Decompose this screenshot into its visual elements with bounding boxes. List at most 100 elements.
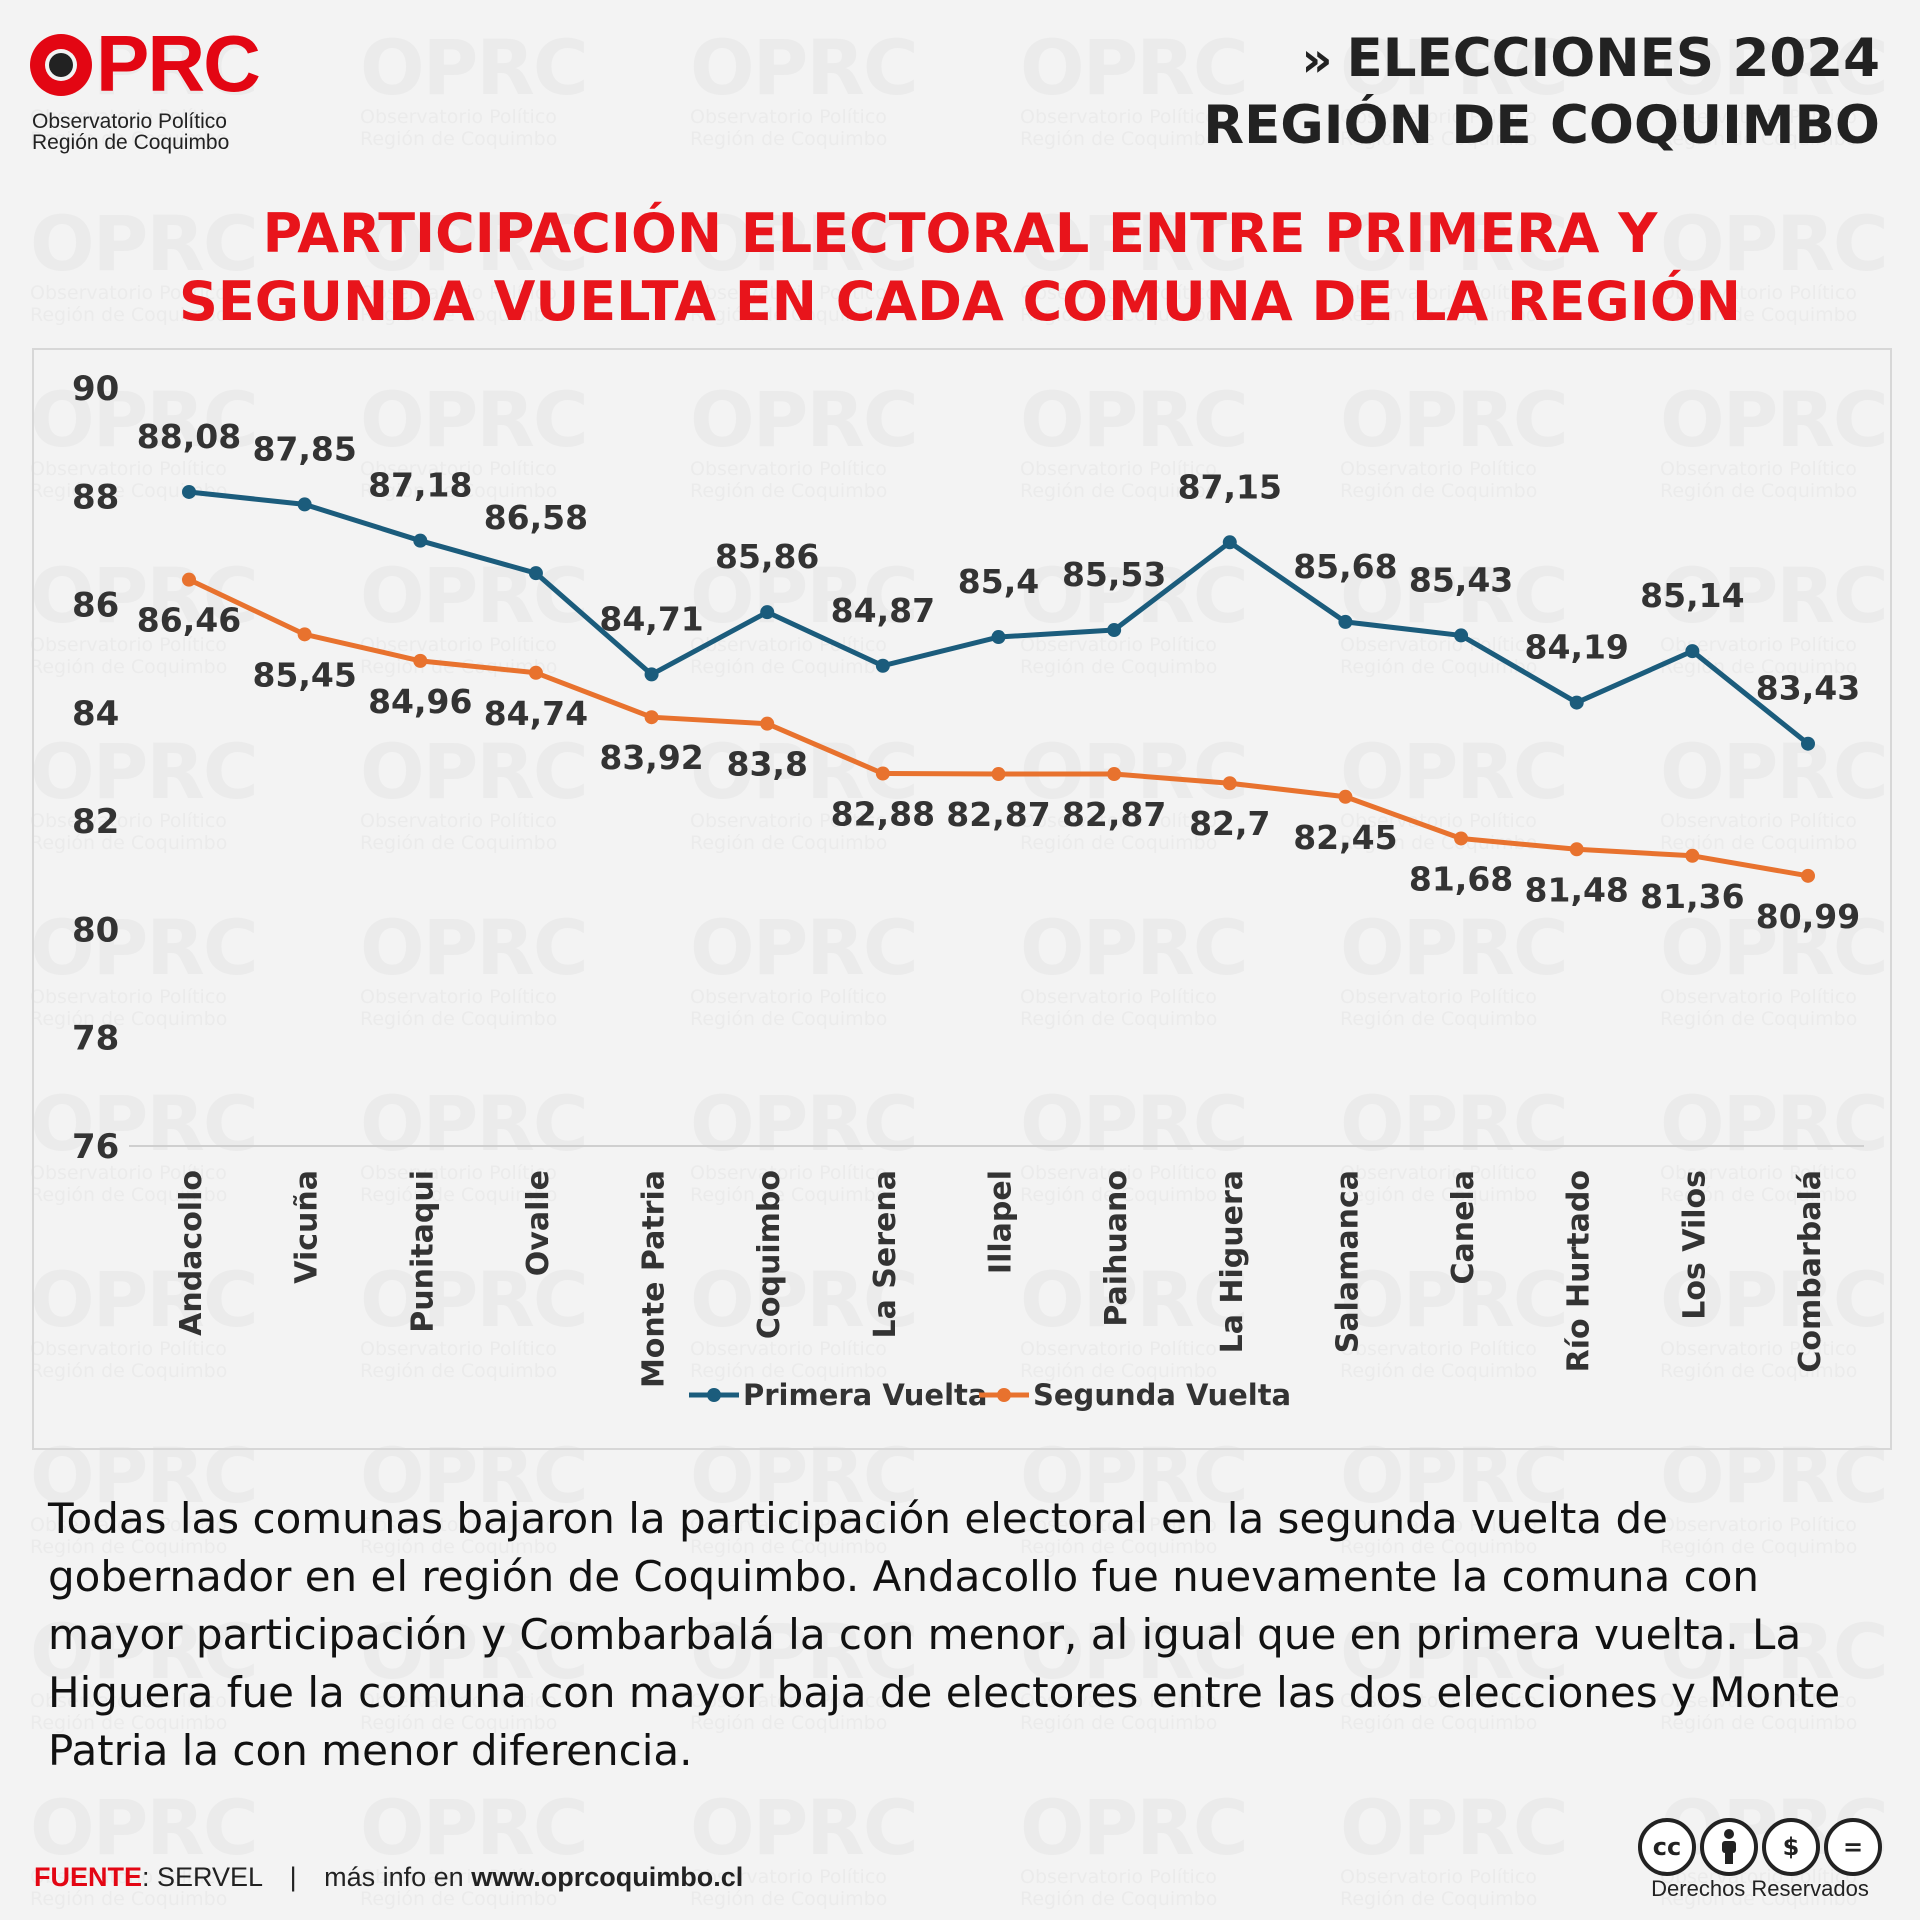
watermark-mark: OPRC	[690, 1607, 919, 1696]
watermark-sub: Región de Coquimbo	[1660, 480, 1858, 502]
data-label: 87,15	[1178, 467, 1282, 506]
watermark-mark: OPRC	[360, 1431, 589, 1520]
watermark-sub: Región de Coquimbo	[1660, 128, 1858, 150]
watermark-sub: Región de Coquimbo	[360, 832, 558, 854]
watermark-mark: OPRC	[1340, 23, 1569, 112]
data-label: 80,99	[1756, 897, 1860, 936]
watermark-sub: Observatorio Político	[690, 986, 887, 1008]
data-point	[1801, 736, 1815, 751]
watermark-mark: OPRC	[690, 551, 919, 640]
data-label: 87,85	[252, 429, 356, 468]
data-point	[991, 767, 1006, 782]
watermark-sub: Observatorio Político	[30, 810, 227, 832]
data-point	[297, 497, 312, 512]
watermark-sub: Región de Coquimbo	[360, 304, 558, 326]
y-tick-label: 82	[72, 802, 119, 842]
data-point	[991, 630, 1006, 645]
watermark-sub: Observatorio Político	[360, 106, 557, 128]
watermark-sub: Observatorio Político	[1660, 634, 1857, 656]
watermark-sub: Observatorio Político	[1020, 1514, 1217, 1536]
watermark-sub: Observatorio Político	[1340, 1514, 1537, 1536]
description-text: Todas las comunas bajaron la participaci…	[48, 1494, 1841, 1775]
watermark-sub: Región de Coquimbo	[30, 832, 228, 854]
watermark-sub: Región de Coquimbo	[30, 1008, 228, 1030]
watermark-sub: Observatorio Político	[1660, 282, 1857, 304]
watermark-sub: Región de Coquimbo	[1340, 1008, 1538, 1030]
oprc-logo: PRC Observatorio Político Región de Coqu…	[30, 24, 290, 160]
watermark-sub: Región de Coquimbo	[1660, 1008, 1858, 1030]
watermark-mark: OPRC	[360, 1079, 589, 1168]
data-point	[528, 665, 543, 680]
watermark-sub: Observatorio Político	[360, 1866, 557, 1888]
watermark-mark: OPRC	[1020, 903, 1249, 992]
watermark-sub: Observatorio Político	[360, 458, 557, 480]
by-icon	[1700, 1818, 1758, 1876]
watermark-sub: Observatorio Político	[1020, 458, 1217, 480]
data-point	[1107, 623, 1122, 638]
watermark-mark: OPRC	[1340, 903, 1569, 992]
watermark-mark: OPRC	[30, 1783, 259, 1872]
watermark-sub: Región de Coquimbo	[360, 1184, 558, 1206]
chart-panel: 90 88 86 84 82 80 78 76 Andacollo Vicuña Punitaqui…	[32, 348, 1892, 1450]
header-line2: REGIÓN DE COQUIMBO	[1203, 95, 1880, 156]
watermark-mark: OPRC	[30, 199, 259, 288]
chevron-right-icon: »	[1301, 32, 1333, 88]
watermark-sub: Observatorio Político	[1660, 1866, 1857, 1888]
watermark-mark: OPRC	[1340, 727, 1569, 816]
watermark-sub: Región de Coquimbo	[1340, 656, 1538, 678]
watermark-sub: Observatorio Político	[30, 634, 227, 656]
data-label: 82,7	[1189, 804, 1270, 843]
watermark-mark: OPRC	[30, 375, 259, 464]
watermark-mark: OPRC	[1020, 1783, 1249, 1872]
watermark-sub: Observatorio Político	[690, 1338, 887, 1360]
data-point	[182, 484, 196, 499]
watermark-sub: Región de Coquimbo	[690, 832, 888, 854]
watermark-sub: Región de Coquimbo	[360, 1712, 558, 1734]
watermark-mark: OPRC	[690, 1079, 919, 1168]
cc-license-badges: cc $ =	[1638, 1818, 1882, 1876]
watermark-mark: OPRC	[30, 727, 259, 816]
watermark-mark: OPRC	[30, 1255, 259, 1344]
watermark-sub: Observatorio Político	[360, 1162, 557, 1184]
data-point	[1685, 644, 1700, 659]
watermark-sub: Región de Coquimbo	[30, 1888, 228, 1910]
watermark-sub: Observatorio Político	[360, 282, 557, 304]
watermark-mark: OPRC	[1660, 1431, 1889, 1520]
watermark-mark: OPRC	[360, 1783, 589, 1872]
watermark-sub: Región de Coquimbo	[1340, 128, 1538, 150]
data-point	[644, 710, 659, 725]
watermark-sub: Región de Coquimbo	[1020, 1360, 1218, 1382]
watermark-sub: Región de Coquimbo	[1020, 1008, 1218, 1030]
watermark-sub: Observatorio Político	[1020, 1338, 1217, 1360]
data-label: 82,88	[831, 794, 935, 833]
legend-marker	[707, 1388, 721, 1402]
watermark-mark: OPRC	[1020, 1255, 1249, 1344]
watermark-sub: Región de Coquimbo	[1020, 656, 1218, 678]
watermark-sub: Observatorio Político	[1660, 1514, 1857, 1536]
x-category-label: La Serena	[868, 1170, 903, 1339]
website-link[interactable]: www.oprcoquimbo.cl	[471, 1862, 744, 1892]
data-label: 88,08	[137, 417, 241, 456]
watermark-sub: Región de Coquimbo	[1020, 1184, 1218, 1206]
data-label: 85,45	[252, 655, 356, 694]
x-category-label: Río Hurtado	[1562, 1170, 1597, 1372]
data-label: 85,86	[715, 537, 819, 576]
data-label: 84,87	[831, 591, 935, 630]
watermark-sub: Región de Coquimbo	[690, 656, 888, 678]
watermark-sub: Observatorio Político	[1660, 1338, 1857, 1360]
watermark-sub: Región de Coquimbo	[30, 128, 228, 150]
